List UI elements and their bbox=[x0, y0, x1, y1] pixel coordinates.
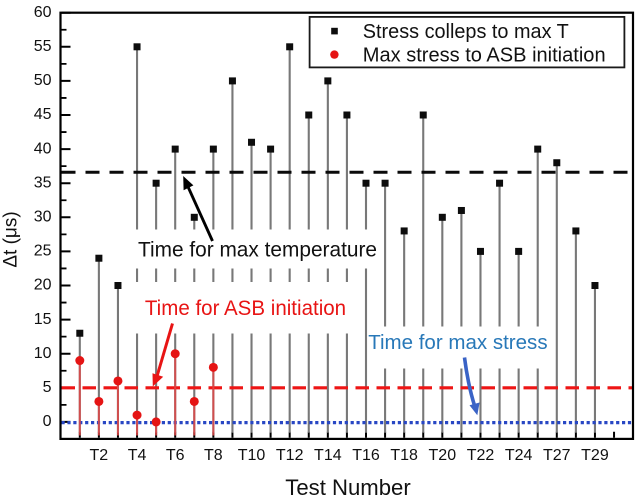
svg-text:30: 30 bbox=[34, 209, 52, 226]
svg-text:T4: T4 bbox=[128, 447, 147, 464]
svg-text:40: 40 bbox=[34, 140, 52, 157]
svg-text:50: 50 bbox=[34, 72, 52, 89]
svg-text:Δt (μs): Δt (μs) bbox=[1, 211, 22, 267]
svg-text:T27: T27 bbox=[543, 447, 571, 464]
svg-text:Test Number: Test Number bbox=[285, 475, 411, 500]
svg-text:T14: T14 bbox=[314, 447, 342, 464]
svg-text:T6: T6 bbox=[166, 447, 185, 464]
svg-text:T12: T12 bbox=[276, 447, 304, 464]
svg-text:T29: T29 bbox=[581, 447, 609, 464]
svg-text:15: 15 bbox=[34, 311, 52, 328]
svg-text:20: 20 bbox=[34, 277, 52, 294]
svg-text:0: 0 bbox=[43, 413, 52, 430]
svg-text:60: 60 bbox=[34, 4, 52, 21]
svg-text:25: 25 bbox=[34, 243, 52, 260]
svg-text:Time for max stress: Time for max stress bbox=[368, 331, 547, 354]
svg-text:T10: T10 bbox=[238, 447, 266, 464]
svg-text:10: 10 bbox=[34, 345, 52, 362]
svg-text:T8: T8 bbox=[204, 447, 223, 464]
svg-text:T22: T22 bbox=[467, 447, 495, 464]
svg-text:Max stress to ASB initiation: Max stress to ASB initiation bbox=[363, 45, 606, 67]
svg-text:Stress colleps to max T: Stress colleps to max T bbox=[363, 21, 569, 43]
svg-text:45: 45 bbox=[34, 106, 52, 123]
svg-text:T18: T18 bbox=[390, 447, 418, 464]
svg-text:T24: T24 bbox=[505, 447, 533, 464]
svg-text:T16: T16 bbox=[352, 447, 380, 464]
svg-text:5: 5 bbox=[43, 379, 52, 396]
svg-text:55: 55 bbox=[34, 38, 52, 55]
svg-text:Time for max temperature: Time for max temperature bbox=[138, 238, 377, 261]
svg-text:Time for ASB initiation: Time for ASB initiation bbox=[145, 297, 346, 320]
svg-text:T2: T2 bbox=[90, 447, 109, 464]
svg-text:T20: T20 bbox=[429, 447, 457, 464]
svg-text:35: 35 bbox=[34, 174, 52, 191]
